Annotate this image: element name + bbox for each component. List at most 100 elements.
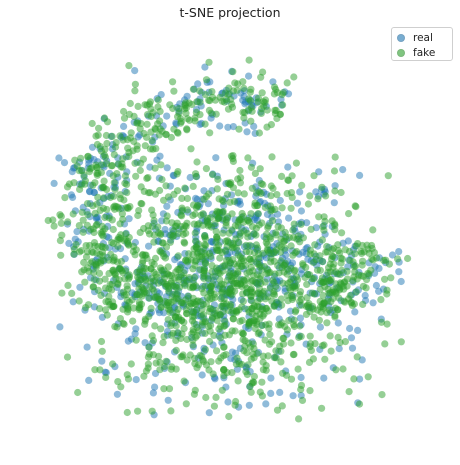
point-real [205, 409, 213, 417]
legend-marker-fake [397, 48, 405, 57]
point-fake [76, 185, 84, 193]
point-fake [239, 212, 247, 220]
point-fake [206, 337, 214, 345]
point-fake [267, 258, 275, 266]
point-real [76, 283, 84, 291]
point-fake [182, 256, 190, 265]
point-fake [312, 256, 320, 264]
point-real [145, 242, 153, 250]
point-real [120, 122, 128, 130]
point-fake [369, 226, 377, 234]
point-fake [189, 284, 197, 292]
point-real [83, 343, 91, 351]
point-fake [201, 120, 209, 128]
point-real [65, 239, 73, 247]
point-fake [343, 275, 351, 283]
point-fake [96, 366, 104, 374]
point-fake [102, 373, 110, 381]
point-fake [140, 273, 149, 281]
point-fake [244, 233, 252, 241]
point-real [224, 123, 232, 131]
point-fake [93, 140, 101, 149]
point-fake [57, 219, 65, 227]
point-fake [236, 179, 244, 187]
point-fake [370, 249, 378, 257]
point-fake [81, 177, 89, 185]
point-fake [276, 342, 284, 350]
point-fake [205, 307, 213, 316]
point-fake [103, 311, 111, 319]
point-fake [323, 319, 331, 327]
point-fake [201, 232, 209, 240]
point-fake [138, 200, 146, 208]
point-fake [228, 210, 236, 218]
point-fake [147, 304, 155, 312]
point-fake [175, 105, 183, 113]
point-fake [238, 262, 246, 271]
point-fake [279, 101, 287, 109]
point-fake [103, 118, 112, 126]
point-fake [404, 254, 412, 263]
point-real [276, 388, 284, 396]
point-fake [310, 275, 318, 283]
point-real [73, 228, 81, 236]
point-fake [71, 156, 79, 164]
point-fake [383, 286, 391, 294]
point-fake [148, 206, 156, 214]
point-fake [78, 208, 86, 216]
point-fake [96, 305, 104, 313]
point-fake [292, 159, 300, 167]
point-fake [360, 248, 368, 256]
point-fake [159, 270, 167, 278]
point-fake [295, 415, 303, 423]
point-fake [296, 291, 304, 299]
point-fake [334, 306, 342, 314]
point-fake [258, 392, 266, 400]
point-fake [187, 300, 195, 308]
point-fake [123, 282, 131, 290]
point-fake [318, 258, 327, 266]
point-fake [121, 235, 129, 243]
point-fake [304, 200, 312, 208]
point-fake [135, 207, 143, 215]
legend-item-fake: fake [397, 45, 447, 60]
point-real [375, 264, 383, 272]
point-fake [351, 268, 359, 276]
point-fake [278, 402, 286, 410]
point-fake [345, 210, 353, 218]
point-fake [247, 85, 255, 93]
point-fake [99, 243, 107, 251]
point-real [354, 326, 362, 334]
point-fake [266, 284, 274, 292]
point-fake [286, 278, 294, 286]
point-fake [56, 211, 64, 219]
point-fake [218, 386, 226, 394]
point-fake [156, 247, 164, 255]
chart-title: t-SNE projection [179, 5, 281, 20]
point-fake [238, 360, 246, 368]
point-fake [239, 108, 247, 116]
point-fake [209, 171, 217, 179]
point-fake [306, 192, 314, 200]
point-fake [269, 217, 277, 225]
point-fake [99, 256, 107, 264]
legend-label-fake: fake [413, 46, 436, 59]
point-fake [279, 279, 287, 287]
point-real [297, 207, 305, 215]
point-fake [231, 327, 239, 335]
point-real [134, 133, 142, 141]
legend: real fake [391, 27, 453, 61]
point-fake [79, 228, 87, 236]
point-fake [233, 308, 241, 316]
point-fake [154, 96, 162, 104]
point-fake [126, 99, 134, 108]
point-fake [69, 210, 77, 218]
point-real [297, 373, 305, 382]
point-fake [261, 295, 269, 303]
point-fake [97, 229, 105, 237]
point-real [267, 374, 275, 382]
point-fake [193, 364, 201, 372]
point-fake [125, 110, 133, 118]
point-fake [258, 305, 266, 313]
point-fake [248, 184, 256, 192]
